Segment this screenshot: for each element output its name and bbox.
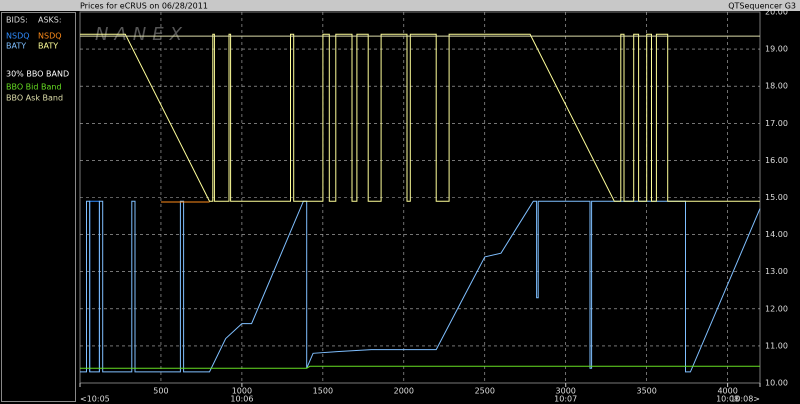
y-tick-label: 14.00 (765, 230, 788, 239)
x-tick-label: 4000 (717, 387, 737, 396)
x-tick-label: 3500 (636, 387, 656, 396)
series-line (80, 365, 760, 369)
legend-entry: BATY (6, 42, 26, 51)
y-tick-label: 19.00 (765, 45, 788, 54)
legend-entry: NSDQ (6, 32, 30, 41)
legend-entry: BATY (38, 42, 58, 51)
band-heading: 30% BBO BAND (6, 70, 69, 79)
legend-panel (1, 12, 76, 402)
y-tick-label: 20.00 (765, 8, 788, 17)
y-tick-label: 15.00 (765, 193, 788, 202)
x-tick-label: 2000 (394, 387, 414, 396)
watermark: NANEX (95, 24, 188, 45)
x-tick-label: 1000 (232, 387, 252, 396)
y-tick-label: 18.00 (765, 82, 788, 91)
legend-entry: BBO Ask Band (6, 94, 63, 103)
asks-label: ASKS: (38, 16, 62, 25)
y-tick-label: 17.00 (765, 119, 788, 128)
time-tick-label: 10:07 (554, 395, 577, 404)
legend-entry: BBO Bid Band (6, 83, 62, 92)
time-tick-label: 10:06 (230, 395, 253, 404)
y-tick-label: 16.00 (765, 156, 788, 165)
x-tick-label: 500 (153, 387, 168, 396)
header-title: Prices for eCRUS on 06/28/2011 (80, 2, 208, 11)
time-tick-label: <10:05 (80, 395, 110, 404)
y-tick-label: 11.00 (765, 341, 788, 350)
x-tick-label: 3000 (556, 387, 576, 396)
bids-label: BIDS: (6, 16, 28, 25)
y-tick-label: 12.00 (765, 304, 788, 313)
header-bar (0, 0, 800, 11)
time-tick-label: 10:08 (716, 395, 739, 404)
header-app: QTSequencer G3 (728, 2, 796, 11)
y-tick-label: 10.00 (765, 379, 788, 388)
legend-entry: NSDQ (38, 32, 62, 41)
x-tick-label: 2500 (475, 387, 495, 396)
x-tick-label: 1500 (313, 387, 333, 396)
series-line (80, 33, 760, 202)
time-tick-label: 10:08> (730, 395, 760, 404)
y-tick-label: 13.00 (765, 267, 788, 276)
